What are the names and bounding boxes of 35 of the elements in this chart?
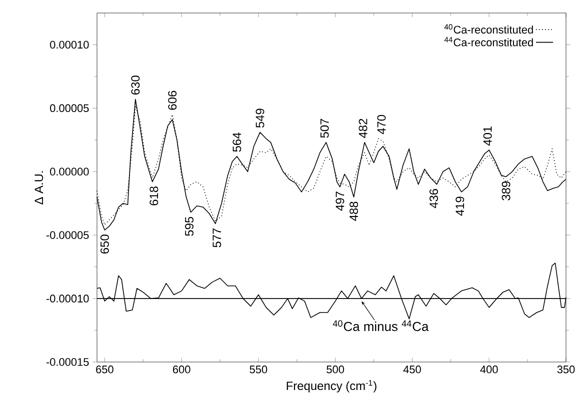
- annotation: 389: [502, 181, 510, 200]
- legend-label: $^{44}$Ca-reconstituted: [444, 36, 533, 46]
- annotation: 564: [232, 132, 242, 152]
- y-tick-label: 0.00005: [50, 104, 89, 112]
- y-axis-title: Δ A.U.: [34, 171, 44, 204]
- annotation: 606: [168, 90, 177, 110]
- x-tick-label: 550: [250, 366, 268, 374]
- annotation: $^{40}$Ca minus $^{44}$Ca: [332, 320, 429, 332]
- annotation: 497: [336, 192, 344, 211]
- annotation: 436: [430, 189, 438, 208]
- x-tick-label: 600: [172, 366, 190, 374]
- annotation: 488: [350, 202, 358, 221]
- annotation: 401: [483, 126, 492, 146]
- annotation: 507: [320, 118, 329, 138]
- annotation: 470: [377, 114, 386, 134]
- annotation: 630: [131, 76, 140, 94]
- annotation: 419: [456, 196, 464, 216]
- x-tick-label: 500: [326, 366, 344, 374]
- annotation: 595: [185, 216, 194, 236]
- x-tick-label: 350: [557, 366, 575, 374]
- x-axis-title: Frequency (cm$^{-1}$): [286, 380, 376, 392]
- annotation: 482: [358, 118, 368, 138]
- annotation: 549: [256, 108, 264, 128]
- y-tick-label: -0.00005: [46, 231, 89, 239]
- legend-label: $^{40}$Ca-reconstituted: [444, 24, 533, 34]
- x-tick-label: 400: [480, 366, 498, 374]
- y-tick-label: -0.00015: [46, 358, 89, 366]
- annotation: 577: [212, 228, 222, 248]
- y-tick-label: 0.00010: [50, 40, 89, 49]
- annotation: 618: [150, 186, 158, 206]
- x-tick-label: 650: [96, 366, 114, 374]
- y-tick-label: 0.00000: [50, 168, 89, 176]
- x-tick-label: 450: [403, 366, 421, 374]
- annotation: 650: [100, 234, 109, 254]
- y-tick-label: -0.00010: [46, 294, 89, 302]
